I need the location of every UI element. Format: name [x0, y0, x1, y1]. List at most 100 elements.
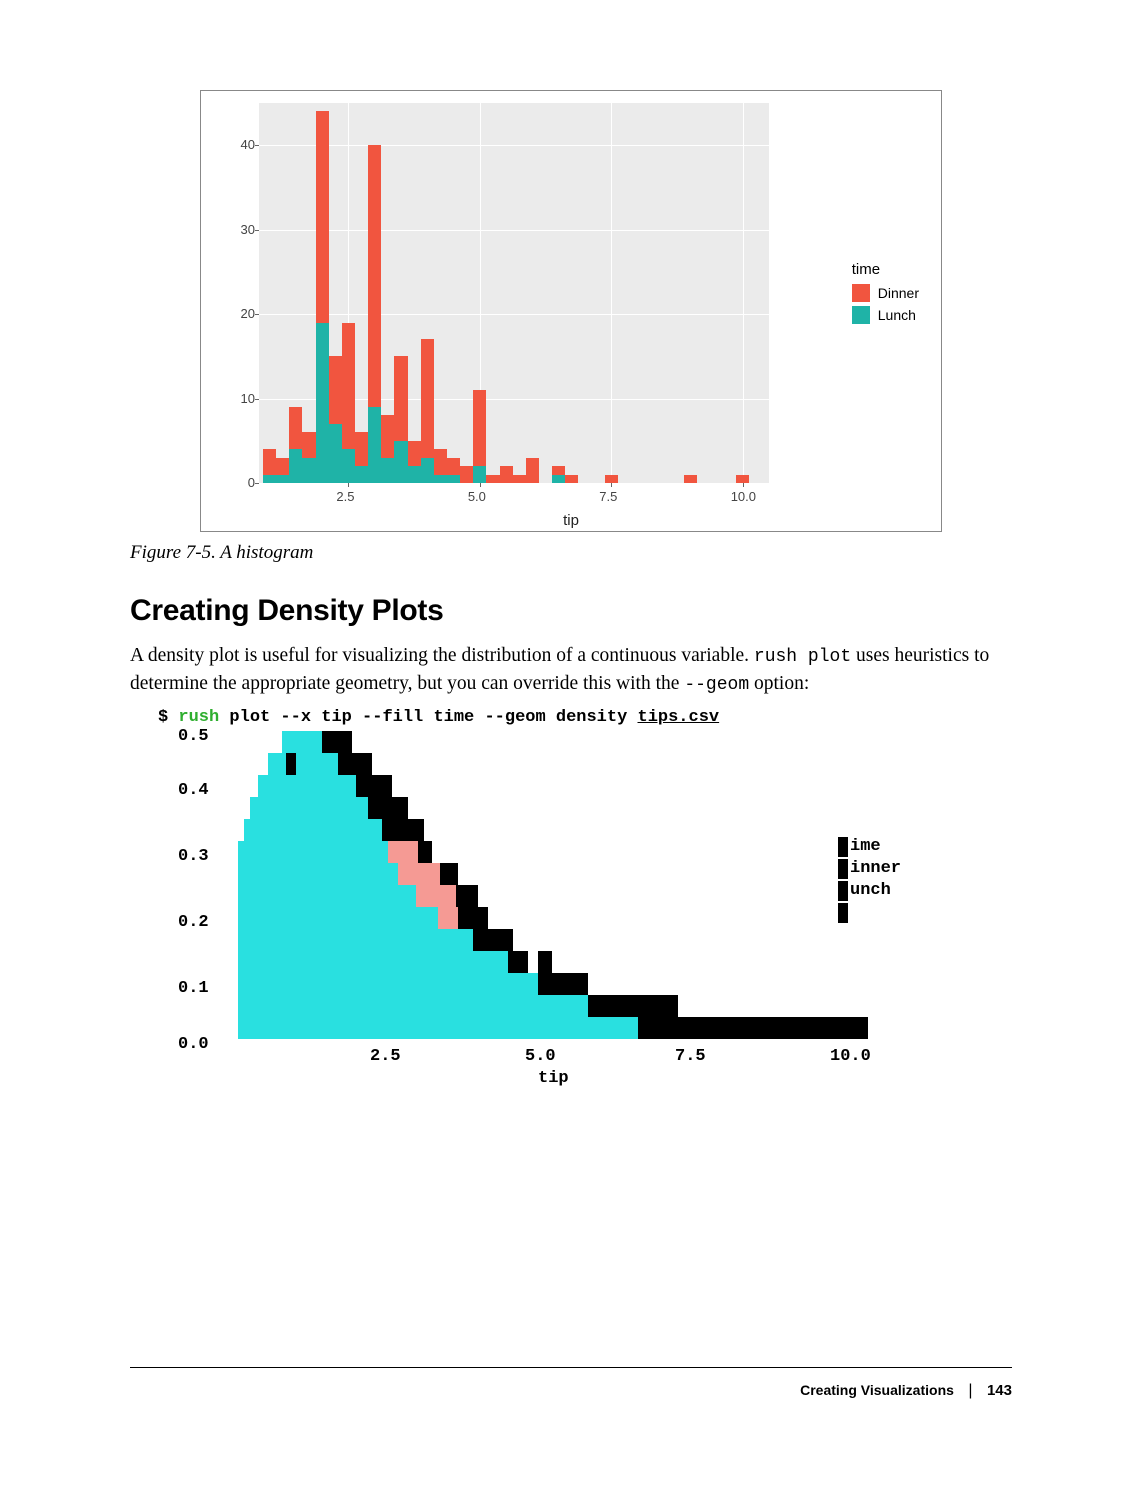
density-segment [398, 863, 440, 885]
bar-dinner [486, 475, 499, 483]
density-segment [588, 995, 678, 1017]
density-segment [416, 885, 456, 907]
x-tick-label: 10.0 [731, 489, 756, 504]
bar-dinner [500, 466, 513, 483]
histogram-legend: time Dinner Lunch [852, 261, 919, 328]
body-paragraph: A density plot is useful for visualizing… [130, 642, 1012, 698]
density-ascii-plot: 0.50.40.30.20.10.02.55.07.510.0tipimeinn… [158, 727, 988, 1097]
histogram-plot-panel [259, 103, 769, 483]
density-segment [382, 819, 394, 841]
gridline-horizontal [259, 483, 769, 484]
legend-title: time [852, 261, 919, 278]
bar-dinner [329, 356, 342, 424]
bar-lunch [447, 475, 460, 483]
density-segment [538, 951, 552, 973]
density-segment [638, 1017, 868, 1039]
bar-lunch [408, 466, 421, 483]
bar-lunch [381, 458, 394, 483]
bar-dinner [552, 466, 565, 474]
bar-lunch [342, 449, 355, 483]
terminal-file-arg: tips.csv [638, 708, 720, 727]
density-segment [368, 797, 408, 819]
bar-dinner [434, 449, 447, 474]
footer-page-number: 143 [987, 1382, 1012, 1399]
bar-lunch [355, 466, 368, 483]
density-segment [250, 797, 368, 819]
bar-dinner [316, 111, 329, 322]
bar-dinner [421, 339, 434, 457]
density-segment [238, 951, 508, 973]
para-text-3: option: [749, 673, 809, 694]
density-legend-label: unch [850, 881, 891, 900]
bar-lunch [289, 449, 302, 483]
density-y-label: 0.1 [178, 979, 209, 998]
bar-dinner [684, 475, 697, 483]
density-legend-label: ime [850, 837, 881, 856]
density-segment [538, 973, 588, 995]
section-heading: Creating Density Plots [130, 594, 1012, 628]
density-segment [458, 907, 488, 929]
bar-lunch [421, 458, 434, 483]
bar-dinner [565, 475, 578, 483]
bar-dinner [605, 475, 618, 483]
bar-lunch [302, 458, 315, 483]
density-legend-swatch [838, 903, 848, 923]
bar-lunch [276, 475, 289, 483]
density-y-label: 0.4 [178, 781, 209, 800]
x-tick-label: 2.5 [336, 489, 354, 504]
figure-caption: Figure 7-5. A histogram [130, 542, 1012, 564]
density-y-label: 0.2 [178, 913, 209, 932]
density-legend-label: inner [850, 859, 901, 878]
bar-lunch [552, 475, 565, 483]
terminal-cmd: rush [178, 708, 219, 727]
bar-lunch [316, 323, 329, 483]
gridline-vertical [743, 103, 744, 483]
bar-lunch [394, 441, 407, 483]
bar-dinner [355, 432, 368, 466]
gridline-horizontal [259, 230, 769, 231]
bar-dinner [447, 458, 460, 475]
y-tick-label: 20 [231, 306, 255, 321]
bar-lunch [329, 424, 342, 483]
density-segment [238, 973, 538, 995]
density-y-label: 0.5 [178, 727, 209, 746]
density-segment [258, 775, 356, 797]
legend-label: Lunch [878, 307, 916, 323]
legend-swatch [852, 284, 870, 302]
para-text-1: A density plot is useful for visualizing… [130, 645, 754, 666]
bar-lunch [473, 466, 486, 483]
density-segment [438, 907, 458, 929]
density-x-tick: 2.5 [370, 1047, 401, 1066]
y-tick-label: 30 [231, 222, 255, 237]
density-segment [394, 819, 424, 841]
density-y-label: 0.0 [178, 1035, 209, 1054]
density-legend-swatch [838, 881, 848, 901]
inline-code-geom: --geom [684, 675, 749, 695]
density-segment [473, 929, 513, 951]
inline-code-rush-plot: rush plot [754, 647, 851, 667]
density-segment [356, 775, 392, 797]
gridline-horizontal [259, 314, 769, 315]
density-x-tick: 5.0 [525, 1047, 556, 1066]
bar-dinner [736, 475, 749, 483]
gridline-vertical [611, 103, 612, 483]
terminal-prompt: $ [158, 708, 168, 727]
y-tick-label: 40 [231, 137, 255, 152]
legend-label: Dinner [878, 285, 919, 301]
density-x-tick: 7.5 [675, 1047, 706, 1066]
legend-swatch [852, 306, 870, 324]
footer-separator: | [968, 1382, 972, 1399]
density-segment [282, 731, 322, 753]
density-segment [238, 863, 398, 885]
bar-lunch [434, 475, 447, 483]
density-segment [418, 841, 432, 863]
density-legend-swatch [838, 859, 848, 879]
x-tick-label: 5.0 [468, 489, 486, 504]
bar-dinner [526, 458, 539, 483]
y-tick-label: 10 [231, 391, 255, 406]
density-segment [268, 753, 338, 775]
density-segment [238, 995, 588, 1017]
density-legend-swatch [838, 837, 848, 857]
bar-dinner [302, 432, 315, 457]
bar-lunch [368, 407, 381, 483]
